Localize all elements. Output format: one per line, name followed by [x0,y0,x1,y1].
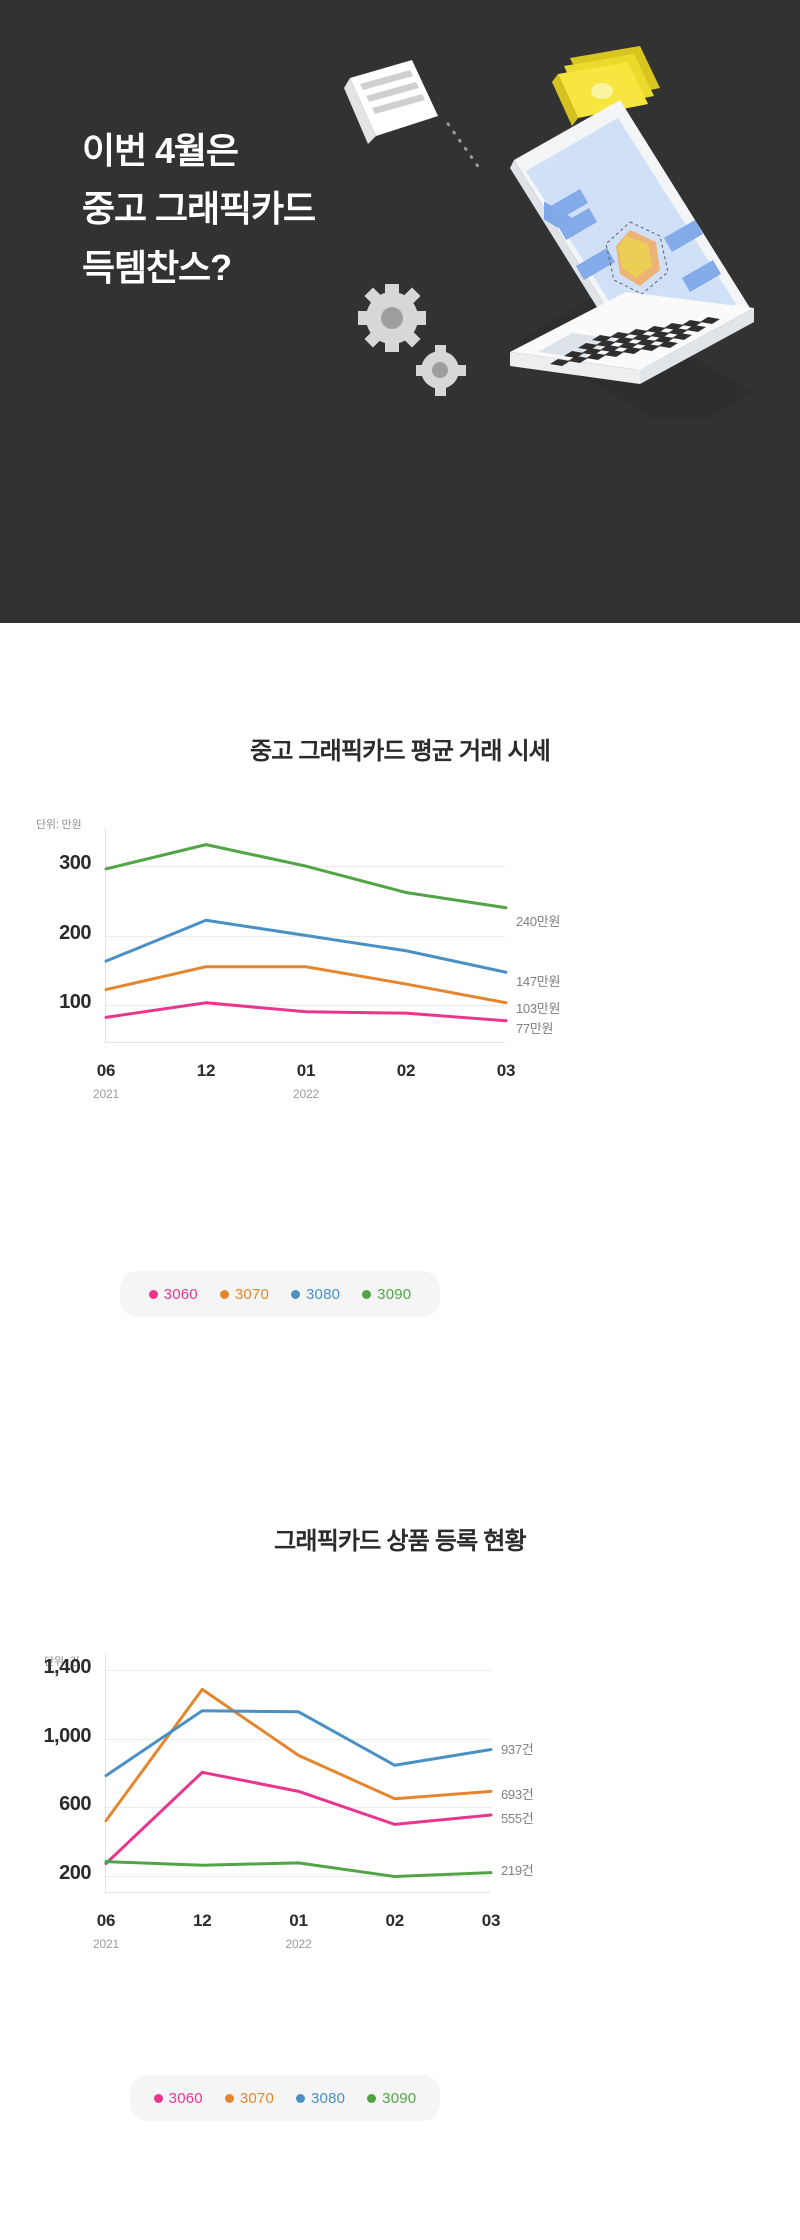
y-axis-tick: 200 [59,921,91,944]
legend-item-3070[interactable]: 3070 [219,1285,269,1303]
x-axis-tick: 12 [192,1911,212,1930]
x-axis-tick: 01 [289,1911,308,1930]
series-line-3060 [104,1770,493,1866]
x-axis-tick: 02 [385,1911,404,1930]
legend-dot-icon [224,2093,234,2103]
legend-item-3070[interactable]: 3070 [224,2089,274,2107]
gear-small [416,345,466,396]
x-axis-year: 2022 [285,1937,312,1951]
plot-area-price: 100 200 300 06 2021 12 01 2022 02 03 77만원 103만원 147만… [59,828,560,1101]
legend-dot-icon [291,1289,300,1299]
series-end-label-3070: 693건 [501,1787,534,1803]
legend-label: 3060 [163,1285,198,1303]
legend-label: 3080 [306,1285,341,1303]
y-axis-tick: 600 [59,1793,91,1816]
legend-label: 3080 [311,2089,346,2107]
y-axis-tick: 1,000 [43,1724,91,1747]
y-axis-tick: 1,400 [43,1656,91,1679]
money-stack [552,46,660,126]
series-end-label-3090: 240만원 [516,913,561,929]
series-line-3090 [104,843,508,910]
legend-item-3080[interactable]: 3080 [296,2090,345,2107]
x-axis-tick: 03 [481,1911,501,1930]
legend-dot-icon [296,2093,305,2103]
chart-section-price: 중고 그래픽카드 평균 거래 시세 단위: 만원 100 200 300 06 2021… [0,623,800,1413]
series-line-3090 [104,1860,493,1879]
legend-dot-icon [367,2093,377,2103]
x-axis-tick: 12 [196,1061,216,1080]
legend-item-3090[interactable]: 3090 [362,1286,411,1303]
y-axis-tick: 100 [59,990,91,1013]
gear-large [358,284,426,352]
chart-title-price: 중고 그래픽카드 평균 거래 시세 [249,738,551,765]
gridline [106,1670,491,1672]
x-axis-tick: 06 [96,1061,116,1080]
chart-legend-listings: 3060 3070 3080 3090 [130,2075,440,2121]
hero-title: 이번 4월은 중고 그래픽카드 득템찬스? [82,130,316,288]
legend-dot-icon [362,1289,372,1299]
x-axis-year: 2022 [293,1087,319,1101]
y-axis-tick: 300 [59,852,91,875]
legend-label: 3090 [377,1285,412,1303]
x-axis-tick: 06 [96,1911,116,1930]
legend-label: 3070 [234,1285,269,1303]
chart-unit-listings: 단위: 건 [44,1656,80,1668]
legend-dot-icon [148,1289,158,1299]
x-axis-year: 2021 [93,1087,119,1101]
series-line-3070 [104,965,508,1005]
series-end-label-3060: 555건 [501,1811,534,1826]
legend-item-3060[interactable]: 3060 [148,1285,198,1303]
x-axis-tick: 01 [296,1061,316,1080]
series-end-label-3090: 219건 [501,1862,534,1878]
legend-item-3060[interactable]: 3060 [153,2089,203,2107]
gridline [106,1875,491,1877]
hero-illustration [344,46,754,420]
chart-title-listings: 그래픽카드 상품 등록 현황 [274,1528,526,1555]
series-layer [104,1687,493,1879]
series-layer [104,843,508,1023]
isometric-laptop [510,100,754,420]
hero-banner: 이번 4월은 중고 그래픽카드 득템찬스? [0,0,800,623]
x-axis-year: 2021 [93,1937,119,1951]
series-end-label-3080: 937건 [501,1741,534,1757]
chart-legend-price: 3060 3070 3080 3090 [120,1271,440,1317]
series-end-label-3070: 103만원 [516,1000,561,1016]
legend-item-3090[interactable]: 3090 [367,2090,416,2107]
legend-item-3080[interactable]: 3080 [291,1286,340,1303]
series-line-3080 [104,1709,493,1778]
x-axis-tick: 02 [396,1061,416,1080]
series-line-3080 [104,918,508,974]
chart-section-listings: 그래픽카드 상품 등록 현황 단위: 건 200 600 1,000 1,400 06 2… [0,1413,800,2240]
y-axis-tick: 200 [59,1861,91,1884]
x-axis-tick: 03 [496,1061,516,1080]
series-line-3060 [104,1001,508,1023]
gridline [106,1807,491,1809]
gridline [106,1004,506,1006]
series-line-3070 [104,1687,493,1823]
chart-unit-price: 단위: 만원 [36,819,82,831]
document-stack [344,60,438,144]
series-end-label-3060: 77만원 [516,1020,554,1036]
legend-label: 3070 [239,2089,274,2107]
plot-area-listings: 200 600 1,000 1,400 06 2021 12 01 2022 02 03 555건 69… [43,1653,534,1951]
gridline [106,1738,491,1740]
legend-dot-icon [153,2093,163,2103]
legend-dot-icon [219,1289,229,1299]
legend-label: 3060 [168,2089,203,2107]
series-end-label-3080: 147만원 [516,974,561,990]
legend-label: 3090 [382,2089,417,2107]
